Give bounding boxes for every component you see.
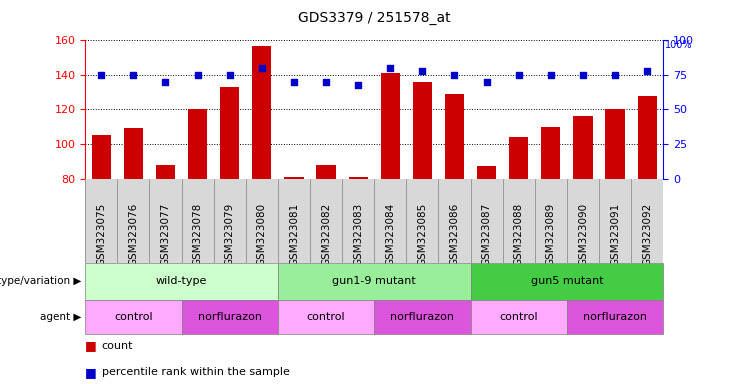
- Bar: [574, 116, 593, 179]
- Bar: [541, 127, 560, 179]
- Bar: [285, 177, 304, 179]
- Point: [481, 79, 493, 85]
- Point: [96, 72, 107, 78]
- Point: [609, 72, 621, 78]
- Point: [545, 72, 556, 78]
- Text: norflurazon: norflurazon: [391, 312, 454, 322]
- Point: [448, 72, 460, 78]
- Text: norflurazon: norflurazon: [198, 312, 262, 322]
- Bar: [348, 177, 368, 179]
- Text: control: control: [307, 312, 345, 322]
- Text: ■: ■: [85, 366, 97, 379]
- Bar: [316, 165, 336, 179]
- Text: ■: ■: [85, 339, 97, 352]
- Point: [352, 81, 364, 88]
- Point: [641, 68, 653, 74]
- Bar: [605, 109, 625, 179]
- Bar: [509, 137, 528, 179]
- Text: percentile rank within the sample: percentile rank within the sample: [102, 367, 290, 377]
- Text: count: count: [102, 341, 133, 351]
- Bar: [445, 94, 464, 179]
- Text: gun5 mutant: gun5 mutant: [531, 276, 603, 286]
- Point: [159, 79, 171, 85]
- Text: GDS3379 / 251578_at: GDS3379 / 251578_at: [298, 11, 451, 25]
- Bar: [413, 82, 432, 179]
- Text: norflurazon: norflurazon: [583, 312, 647, 322]
- Point: [224, 72, 236, 78]
- Point: [288, 79, 300, 85]
- Bar: [381, 73, 400, 179]
- Point: [127, 72, 139, 78]
- Text: genotype/variation ▶: genotype/variation ▶: [0, 276, 82, 286]
- Bar: [252, 46, 271, 179]
- Text: control: control: [499, 312, 538, 322]
- Text: wild-type: wild-type: [156, 276, 207, 286]
- Point: [513, 72, 525, 78]
- Point: [192, 72, 204, 78]
- Text: agent ▶: agent ▶: [40, 312, 82, 322]
- Point: [577, 72, 589, 78]
- Text: gun1-9 mutant: gun1-9 mutant: [332, 276, 416, 286]
- Point: [256, 65, 268, 71]
- Bar: [92, 136, 111, 179]
- Bar: [220, 87, 239, 179]
- Point: [416, 68, 428, 74]
- Point: [385, 65, 396, 71]
- Point: [320, 79, 332, 85]
- Text: 100%: 100%: [665, 40, 692, 50]
- Bar: [124, 129, 143, 179]
- Bar: [637, 96, 657, 179]
- Bar: [188, 109, 207, 179]
- Text: control: control: [114, 312, 153, 322]
- Bar: [477, 167, 496, 179]
- Bar: [156, 165, 175, 179]
